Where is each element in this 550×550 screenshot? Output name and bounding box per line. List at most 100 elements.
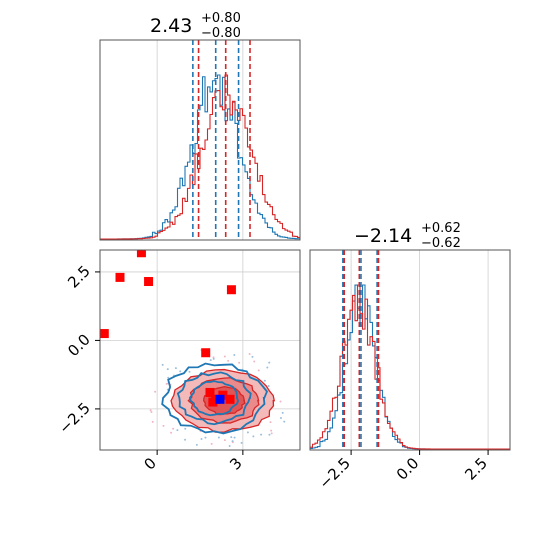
top-panel-title: 2.43 <box>150 15 192 37</box>
joint-panel-sample <box>179 370 182 373</box>
joint-panel-sample <box>149 409 152 412</box>
joint-panel-point <box>136 250 146 258</box>
top-marginal-panel: 2.43 +0.80 −0.80 <box>99 11 301 241</box>
right-panel-histogram-step <box>310 284 510 450</box>
joint-panel-sample <box>230 436 233 439</box>
joint-panel-sample <box>233 436 236 439</box>
joint-panel-sample <box>184 427 187 430</box>
joint-panel-sample <box>172 427 175 430</box>
right-panel-title-upper: +0.62 <box>421 221 461 236</box>
joint-panel-sample <box>151 420 154 423</box>
joint-panel-sample <box>200 437 203 440</box>
joint-panel-point <box>225 394 235 404</box>
right-panel-frame <box>309 249 511 451</box>
joint-panel-sample <box>188 370 191 373</box>
joint-panel-sample <box>223 355 226 358</box>
joint-panel-sample <box>162 424 165 427</box>
joint-panel-sample <box>223 439 226 442</box>
joint-panel-sample <box>165 382 168 385</box>
right-panel-histograms <box>310 284 510 450</box>
joint-panel-sample <box>176 429 179 432</box>
top-panel-grid <box>156 40 244 240</box>
joint-panel-sample <box>267 385 270 388</box>
joint-panel-sample <box>204 436 207 439</box>
joint-panel-sample <box>154 390 157 393</box>
joint-panel-sample <box>166 368 169 371</box>
joint-panel-sample <box>283 420 286 423</box>
joint-panel-sample <box>228 444 231 447</box>
joint-panel-sample <box>257 369 260 372</box>
joint-panel-sample <box>233 354 236 357</box>
right-panel-title: −2.14 <box>354 225 412 247</box>
joint-panel-sample <box>269 421 272 424</box>
joint-panel-sample <box>279 416 282 419</box>
joint-panel-blue-contour <box>176 371 252 426</box>
joint-panel-sample <box>227 359 230 362</box>
joint-panel-y-tick-label: 0.0 <box>64 331 94 361</box>
joint-panel-sample <box>209 359 212 362</box>
joint-panel-sample <box>150 411 153 414</box>
joint-panel-sample <box>212 357 215 360</box>
joint-panel-points <box>100 250 236 407</box>
right-panel-quantile-lines <box>342 250 380 450</box>
top-panel-title-upper: +0.80 <box>201 11 241 26</box>
joint-panel-sample <box>238 361 241 364</box>
right-marginal-panel: −2.14 +0.62 −0.62 −2.5 0.0 2.5 <box>309 221 511 493</box>
joint-panel-sample <box>248 353 251 356</box>
joint-panel-sample <box>281 411 284 414</box>
joint-panel-x-tick-label: 0 <box>140 454 159 473</box>
joint-panel-sample <box>270 429 273 432</box>
right-panel-title-lower: −0.62 <box>421 236 461 251</box>
joint-panel-sample <box>161 363 164 366</box>
right-panel-tick-label: 0.0 <box>393 454 423 484</box>
joint-panel-point <box>208 397 218 407</box>
joint-panel-frame <box>99 249 301 451</box>
joint-panel-blue-contour <box>161 362 269 435</box>
joint-panel-sample <box>231 440 234 443</box>
joint-panel-y-tick-label: 2.5 <box>64 262 94 292</box>
joint-panel-y-tick-label: −2.5 <box>55 399 93 437</box>
joint-panel-x-tick-label: 3 <box>226 454 245 473</box>
joint-panel-sample <box>174 367 177 370</box>
joint-panel-point <box>201 348 211 358</box>
joint-panel-sample <box>263 379 266 382</box>
joint-panel-sample <box>210 442 213 445</box>
joint-panel-y-ticks: −2.5 0.0 2.5 <box>55 262 100 437</box>
joint-panel-sample <box>270 432 273 435</box>
right-panel-x-ticks: −2.5 0.0 2.5 <box>315 450 491 493</box>
joint-panel-point <box>115 272 125 282</box>
top-panel-title-lower: −0.80 <box>201 26 241 41</box>
joint-panel-point <box>100 329 109 339</box>
right-panel-tick-label: 2.5 <box>461 454 491 484</box>
joint-panel-blue-contour <box>188 380 239 417</box>
right-panel-tick-label: −2.5 <box>315 454 353 492</box>
joint-panel-sample <box>170 431 173 434</box>
top-panel-histogram-step <box>100 74 300 240</box>
joint-panel-sample <box>246 431 249 434</box>
top-panel-quantile-lines <box>192 40 251 240</box>
joint-panel-sample <box>240 441 243 444</box>
joint-panel-sample <box>266 366 269 369</box>
joint-panel-sample <box>195 443 198 446</box>
joint-panel-sample <box>217 436 220 439</box>
joint-panel-sample <box>167 376 170 379</box>
joint-panel-sample <box>212 356 215 359</box>
joint-panel-point <box>215 394 225 404</box>
joint-panel-sample <box>252 435 255 438</box>
top-panel-frame <box>99 39 301 241</box>
top-panel-histograms <box>100 74 300 240</box>
joint-panel-point <box>144 277 154 287</box>
joint-panel-sample <box>279 400 282 403</box>
joint-panel-sample <box>251 355 254 358</box>
joint-panel-sample <box>253 360 256 363</box>
right-panel-grid <box>350 250 489 450</box>
joint-panel-sample <box>260 433 263 436</box>
joint-panel-point <box>226 285 236 295</box>
joint-panel-sample <box>268 433 271 436</box>
joint-panel-sample <box>268 361 271 364</box>
joint-panel-point <box>205 387 215 397</box>
joint-panel-sample <box>184 438 187 441</box>
